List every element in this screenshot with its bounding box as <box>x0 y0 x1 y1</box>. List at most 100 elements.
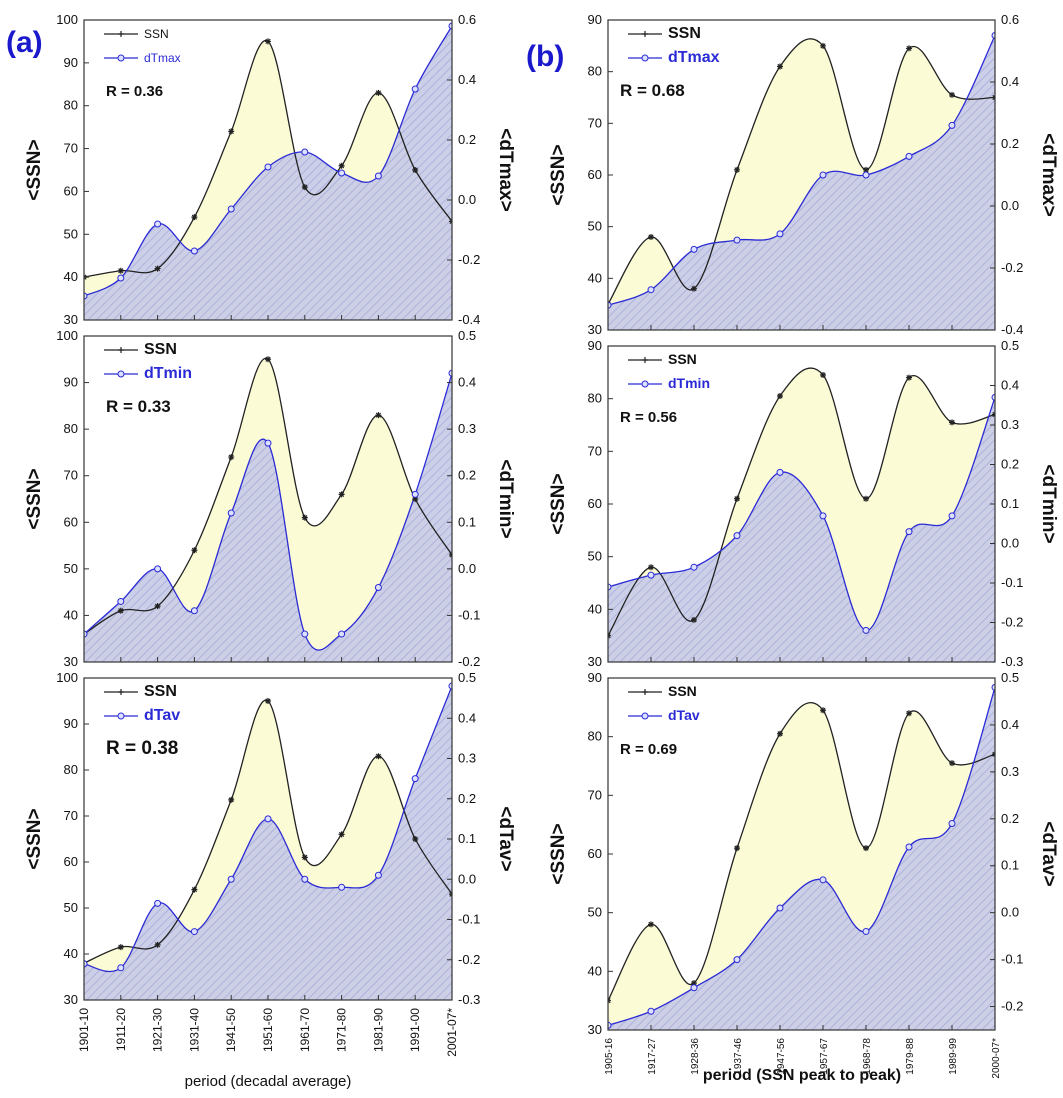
left-axis-title: <SSN> <box>548 473 569 534</box>
left-tick-label: 60 <box>64 183 78 198</box>
dt-area-fill <box>608 397 995 662</box>
left-tick-label: 80 <box>588 729 602 744</box>
chart-b2: 30 40 50 60 70 80 90 -0.3 -0.2 -0.1 0.0 0.1 0.2 0.3 0.… <box>548 338 1059 669</box>
correlation-annotation: R = 0.69 <box>620 741 677 758</box>
right-tick-label: 0.1 <box>458 514 476 529</box>
legend-ssn-marker <box>118 689 124 695</box>
right-axis-title: <dTmin> <box>1038 464 1059 543</box>
correlation-annotation: R = 0.68 <box>620 81 685 100</box>
right-tick-label: 0.3 <box>1001 764 1019 779</box>
right-tick-label: 0.2 <box>458 132 476 147</box>
right-tick-label: 0.2 <box>1001 136 1019 151</box>
x-axis-label-b: period (SSN peak to peak) <box>703 1067 901 1084</box>
ssn-point <box>265 698 271 704</box>
ssn-point <box>301 854 308 861</box>
legend-dt-label: dTav <box>144 707 180 724</box>
dt-point <box>190 247 198 255</box>
left-tick-label: 30 <box>588 322 602 337</box>
right-tick-label: 0.2 <box>1001 457 1019 472</box>
legend-ssn-marker <box>118 347 124 353</box>
left-tick-label: 70 <box>588 443 602 458</box>
ssn-line <box>608 702 995 1001</box>
chart-b1: 30 40 50 60 70 80 90 -0.4 -0.2 0.0 0.2 0.4 0.6 <SSN> <… <box>548 12 1059 337</box>
right-tick-label: 0.4 <box>1001 74 1019 89</box>
right-tick-label: 0.1 <box>458 831 476 846</box>
chart-b3: 30 40 50 60 70 80 90 -0.2 -0.1 0.0 0.1 0.2 0.3 0.4 0.5… <box>548 670 1059 1079</box>
ssn-point <box>734 166 740 173</box>
panel-b-label: (b) <box>526 40 564 73</box>
dt-point <box>411 775 419 783</box>
right-tick-label: 0.1 <box>1001 496 1019 511</box>
dt-point <box>227 205 235 213</box>
dt-area-fill <box>84 373 452 662</box>
ssn-point <box>338 162 345 169</box>
x-tick-label: 1937-46 <box>733 1038 744 1075</box>
plot-area <box>608 683 995 1030</box>
ssn-point <box>863 845 869 852</box>
ssn-point <box>949 419 955 426</box>
ssn-point <box>154 941 161 948</box>
dt-point <box>776 468 784 476</box>
left-tick-label: 50 <box>64 900 78 915</box>
right-tick-label: -0.1 <box>1001 952 1023 967</box>
ssn-line <box>608 38 995 305</box>
dt-point <box>448 22 452 30</box>
legend-dt-marker <box>641 380 649 388</box>
legend-ssn-marker <box>642 357 648 363</box>
right-tick-label: 0.0 <box>1001 536 1019 551</box>
left-tick-label: 100 <box>56 328 78 343</box>
ssn-point <box>949 91 955 98</box>
right-tick-label: -0.2 <box>458 252 480 267</box>
legend-ssn-label: SSN <box>144 27 169 41</box>
dt-point <box>862 927 870 935</box>
right-tick-label: 0.2 <box>458 791 476 806</box>
right-axis-title: <dTmax> <box>495 128 516 211</box>
right-tick-label: 0.0 <box>458 192 476 207</box>
legend-ssn-label: SSN <box>668 25 701 42</box>
right-tick-label: -0.3 <box>1001 654 1023 669</box>
ssn-point <box>777 63 783 70</box>
chart-a1: 30 40 50 60 70 80 90 100 -0.4 -0.2 0.0 0.2 0.4 0.6 <SS… <box>24 12 516 327</box>
right-tick-label: 0.3 <box>458 751 476 766</box>
right-tick-label: -0.1 <box>1001 575 1023 590</box>
x-tick-label: 1901-10 <box>77 1008 91 1052</box>
left-tick-label: 40 <box>588 270 602 285</box>
ssn-point <box>906 374 912 381</box>
dt-area-fill <box>608 687 995 1030</box>
legend-dt-marker <box>641 712 649 720</box>
legend: SSN dTmin <box>104 341 192 382</box>
ssn-point <box>412 167 419 173</box>
ssn-point <box>228 454 235 461</box>
dt-point <box>117 964 125 972</box>
left-axis-title: <SSN> <box>548 823 569 884</box>
left-tick-label: 90 <box>588 338 602 353</box>
right-tick-label: -0.1 <box>458 607 480 622</box>
legend-dt-label: dTmax <box>144 51 181 65</box>
right-tick-label: 0.4 <box>458 72 476 87</box>
x-tick-label: 1921-30 <box>151 1008 165 1052</box>
dt-point <box>84 630 88 638</box>
right-tick-label: 0.6 <box>1001 12 1019 27</box>
x-tick-label: 1968-78 <box>862 1038 873 1075</box>
dt-point <box>905 528 913 536</box>
right-tick-label: -0.2 <box>1001 999 1023 1014</box>
x-tick-label: 1991-00 <box>408 1008 422 1052</box>
ssn-point <box>265 356 271 363</box>
x-tick-label: 1961-70 <box>298 1008 312 1052</box>
x-tick-label: 1979-88 <box>905 1038 916 1075</box>
right-tick-label: 0.0 <box>1001 198 1019 213</box>
ssn-point <box>734 845 740 852</box>
legend-dt-label: dTav <box>668 707 700 723</box>
dt-point <box>374 871 382 879</box>
legend-dt-label: dTmin <box>668 375 710 391</box>
left-tick-label: 40 <box>64 607 78 622</box>
right-tick-label: 0.4 <box>1001 378 1019 393</box>
left-tick-label: 40 <box>64 269 78 284</box>
x-tick-label: 1911-20 <box>114 1008 128 1051</box>
ssn-point <box>691 616 697 623</box>
dt-point <box>948 121 956 129</box>
left-tick-label: 60 <box>588 496 602 511</box>
correlation-annotation: R = 0.33 <box>106 397 171 416</box>
ssn-point <box>691 980 697 987</box>
right-tick-label: 0.5 <box>458 670 476 685</box>
